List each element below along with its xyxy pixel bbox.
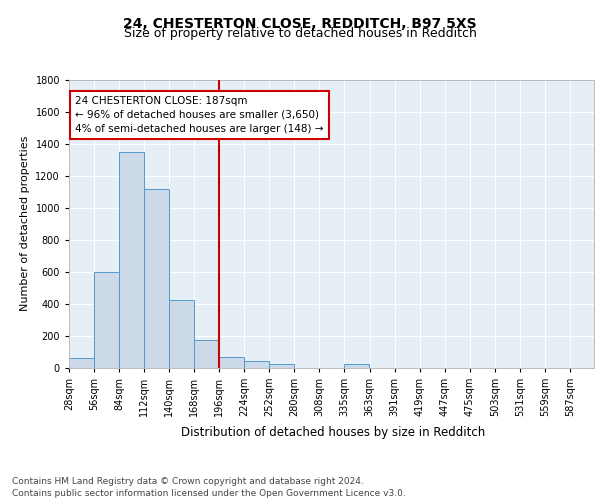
Bar [94, 272, 119, 368]
Bar [144, 188, 169, 368]
Bar [169, 300, 194, 368]
Bar [269, 364, 295, 368]
Text: Contains HM Land Registry data © Crown copyright and database right 2024.
Contai: Contains HM Land Registry data © Crown c… [12, 476, 406, 498]
Text: 24 CHESTERTON CLOSE: 187sqm
← 96% of detached houses are smaller (3,650)
4% of s: 24 CHESTERTON CLOSE: 187sqm ← 96% of det… [75, 96, 324, 134]
Bar [344, 364, 368, 368]
Bar [244, 361, 269, 368]
Text: 24, CHESTERTON CLOSE, REDDITCH, B97 5XS: 24, CHESTERTON CLOSE, REDDITCH, B97 5XS [123, 18, 477, 32]
Bar [119, 152, 144, 368]
Bar [69, 358, 94, 368]
Text: Distribution of detached houses by size in Redditch: Distribution of detached houses by size … [181, 426, 485, 439]
Bar [194, 340, 219, 367]
Y-axis label: Number of detached properties: Number of detached properties [20, 136, 30, 312]
Text: Size of property relative to detached houses in Redditch: Size of property relative to detached ho… [124, 28, 476, 40]
Bar [219, 357, 244, 368]
